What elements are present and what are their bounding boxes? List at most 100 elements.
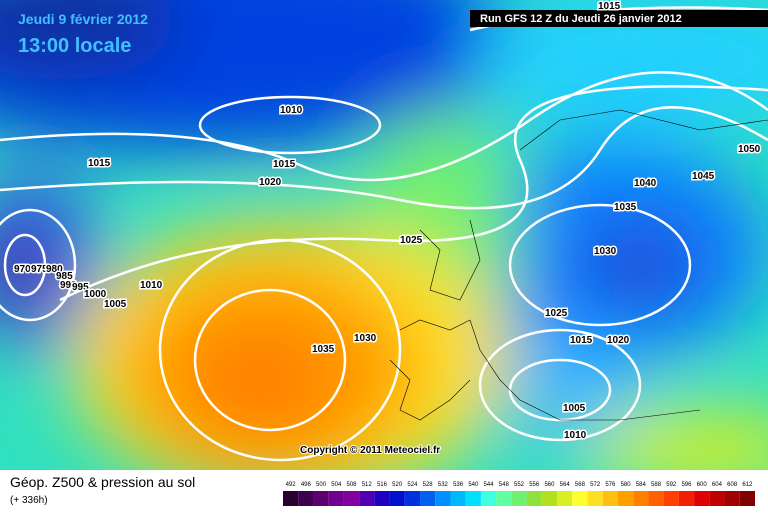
legend-label: 524	[407, 482, 418, 488]
copyright: Copyright © 2011 Meteociel.fr	[300, 445, 440, 456]
legend-swatch	[313, 491, 329, 506]
legend-label: 532	[438, 482, 449, 488]
legend-swatch	[343, 491, 360, 506]
legend-swatch	[678, 491, 695, 506]
legend-label: 512	[362, 482, 373, 488]
legend-scale: 492 496 500 504 508 512 516 520 524 528 532 536 540 5…	[283, 482, 755, 506]
legend-label: 576	[605, 482, 616, 488]
legend-swatch	[420, 491, 436, 506]
isobar-label: 980	[46, 264, 63, 275]
legend-label: 556	[529, 482, 540, 488]
legend-swatch	[633, 491, 649, 506]
isobar-label: 1040	[634, 178, 657, 189]
isobar-label: 1030	[354, 333, 377, 344]
legend-label: 536	[453, 482, 464, 488]
isobar-label: 1035	[312, 344, 335, 355]
date: Jeudi 9 février 2012	[18, 11, 148, 27]
legend-label: 592	[666, 482, 677, 488]
field	[0, 0, 768, 470]
legend-label: 608	[727, 482, 738, 488]
legend-swatch	[389, 491, 405, 506]
legend-swatch	[602, 491, 618, 506]
time: 13:00 locale	[18, 35, 131, 57]
legend-label: 572	[590, 482, 601, 488]
legend-label: 548	[499, 482, 510, 488]
isobar-label: 970	[14, 264, 31, 275]
legend-label: 508	[347, 482, 358, 488]
run-info: Run GFS 12 Z du Jeudi 26 janvier 2012	[480, 13, 682, 25]
isobar-label: 1005	[104, 299, 127, 310]
isobar-label: 995	[72, 282, 89, 293]
isobar-label: 1050	[738, 144, 761, 155]
legend-label: 500	[316, 482, 327, 488]
legend-label: 496	[301, 482, 312, 488]
legend-swatch	[663, 491, 679, 506]
isobar-label: 1010	[140, 280, 163, 291]
legend-label: 600	[697, 482, 708, 488]
isobar-label: 1035	[614, 202, 637, 213]
isobar-label: 1020	[607, 335, 630, 346]
legend-swatch	[404, 491, 421, 506]
isobar-label: 1000	[84, 289, 107, 300]
isobar-label: 975	[31, 264, 48, 275]
legend-swatch	[496, 491, 512, 506]
legend-swatch	[465, 491, 481, 506]
isobar-label: 985	[56, 271, 73, 282]
legend-label: 504	[331, 482, 342, 488]
legend-swatch	[617, 491, 634, 506]
legend-swatch	[283, 491, 299, 506]
legend-swatch	[374, 491, 390, 506]
isobar-label: 1010	[564, 430, 587, 441]
legend-swatch	[359, 491, 375, 506]
isobar-label: 1010	[280, 105, 303, 116]
legend-swatch	[511, 491, 527, 506]
legend-swatch	[709, 491, 725, 506]
legend-label: 584	[636, 482, 647, 488]
legend-subtitle: (+ 336h)	[10, 495, 48, 506]
legend-swatch	[450, 491, 466, 506]
isobar-label: 1015	[598, 1, 621, 12]
isobar-labels: 1015 1010 1015 1015 1020 1050 1040 1045 1035 1025…	[13, 0, 763, 443]
legend-swatch	[435, 491, 451, 506]
legend-label: 604	[712, 482, 723, 488]
legend-label: 520	[392, 482, 403, 488]
legend-label: 552	[514, 482, 525, 488]
isobar-label: 1030	[594, 246, 617, 257]
legend-label: 568	[575, 482, 586, 488]
isobar-label: 1015	[570, 335, 593, 346]
legend-label: 528	[423, 482, 434, 488]
legend-swatch	[572, 491, 588, 506]
coastlines	[389, 109, 768, 421]
isobar-label: 1005	[563, 403, 586, 414]
legend-label: 612	[742, 482, 753, 488]
legend-swatch	[480, 491, 497, 506]
isobar-label: 1025	[545, 308, 568, 319]
legend-swatch	[541, 491, 558, 506]
legend-title: Géop. Z500 & pression au sol	[10, 474, 195, 490]
legend-label: 492	[286, 482, 297, 488]
isobar-label: 990	[60, 280, 77, 291]
legend-label: 564	[560, 482, 571, 488]
legend-swatch	[648, 491, 664, 506]
isobars	[0, 6, 768, 462]
legend-swatch	[526, 491, 542, 506]
legend-label: 516	[377, 482, 388, 488]
legend-label: 596	[681, 482, 692, 488]
legend-label: 580	[621, 482, 632, 488]
isobar-label: 1025	[400, 235, 423, 246]
legend-swatch	[298, 491, 314, 506]
isobar-label: 1045	[692, 171, 715, 182]
isobar-label: 1015	[88, 158, 111, 169]
legend-swatch	[739, 491, 755, 506]
isobar-label: 1015	[273, 159, 296, 170]
legend-label: 540	[468, 482, 479, 488]
legend-swatch	[557, 491, 573, 506]
legend-label: 544	[484, 482, 495, 488]
isobar-label: 1020	[259, 177, 282, 188]
legend-swatch	[694, 491, 710, 506]
legend-label: 588	[651, 482, 662, 488]
legend-swatch	[328, 491, 344, 506]
legend-label: 560	[544, 482, 555, 488]
legend-swatch	[724, 491, 740, 506]
